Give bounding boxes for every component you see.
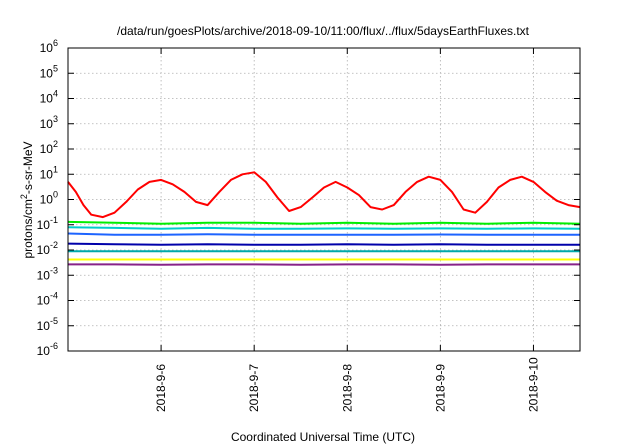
chart-title: /data/run/goesPlots/archive/2018-09-10/1… (117, 24, 530, 38)
y-tick-label-base: 10 (37, 344, 51, 358)
y-axis-title: protons/cm2-s-sr-MeV (19, 141, 35, 258)
y-tick-label-exp: 3 (53, 114, 58, 124)
y-tick-label: 105 (40, 63, 58, 80)
y-tick-label: 106 (40, 38, 58, 55)
y-tick-label: 10-1 (37, 215, 58, 232)
y-tick-label-base: 10 (40, 167, 54, 181)
y-tick-label-base: 10 (40, 92, 54, 106)
x-tick-label: 2018-9-10 (526, 357, 540, 412)
y-tick-label-exp: -2 (50, 240, 58, 250)
x-tick-labels: 2018-9-6 2018-9-7 2018-9-8 2018-9-9 2018-9-1… (154, 357, 540, 412)
y-tick-label-exp: 6 (53, 38, 58, 48)
y-tick-label-base: 10 (37, 243, 51, 257)
y-tick-label-exp: 4 (53, 89, 58, 99)
y-tick-label: 100 (40, 190, 58, 207)
y-tick-label: 102 (40, 139, 58, 156)
plot-frame (67, 47, 581, 352)
y-tick-labels: 10-610-510-410-310-210-11001011021031041… (37, 38, 58, 358)
y-tick-label: 101 (40, 164, 58, 181)
y-tick-label-base: 10 (40, 142, 54, 156)
y-tick-label: 10-2 (37, 240, 58, 257)
y-tick-label: 10-5 (37, 316, 58, 333)
y-tick-label-base: 10 (40, 193, 54, 207)
x-tick-label: 2018-9-7 (247, 364, 261, 412)
series-line-5 (67, 242, 580, 246)
y-tick-label-base: 10 (37, 294, 51, 308)
y-tick-label: 10-6 (37, 341, 58, 358)
x-tick-label: 2018-9-8 (340, 364, 354, 412)
y-tick-label-exp: -1 (50, 215, 58, 225)
y-tick-label-base: 10 (40, 41, 54, 55)
y-tick-label-base: 10 (37, 218, 51, 232)
x-axis-title: Coordinated Universal Time (UTC) (231, 430, 415, 444)
x-tick-label: 2018-9-6 (154, 364, 168, 412)
y-tick-label-exp: 0 (53, 190, 58, 200)
y-tick-label-exp: 5 (53, 63, 58, 73)
x-tick-label: 2018-9-9 (433, 364, 447, 412)
y-tick-label-exp: 2 (53, 139, 58, 149)
y-tick-label: 10-3 (37, 265, 58, 282)
y-tick-label-base: 10 (37, 268, 51, 282)
y-tick-label: 10-4 (37, 291, 58, 308)
y-tick-label-base: 10 (40, 117, 54, 131)
series-line-4 (67, 232, 580, 236)
y-tick-label-base: 10 (37, 319, 51, 333)
y-axis-title-suffix: -s-sr-MeV (21, 141, 35, 194)
series-line-3 (67, 226, 581, 230)
series-line-2 (67, 220, 581, 225)
y-tick-label-exp: -5 (50, 316, 58, 326)
y-axis-title-sup: 2 (19, 194, 29, 199)
grid-lines (68, 48, 580, 351)
y-tick-label-exp: -6 (50, 341, 58, 351)
y-axis-title-prefix: protons/cm (21, 199, 35, 258)
series-layer (67, 171, 581, 266)
y-tick-label-exp: 1 (53, 164, 58, 174)
y-tick-label: 104 (40, 89, 58, 106)
y-tick-label: 103 (40, 114, 58, 131)
y-tick-label-exp: -4 (50, 291, 58, 301)
series-line-1 (67, 171, 581, 219)
y-tick-label-base: 10 (40, 66, 54, 80)
y-tick-label-exp: -3 (50, 265, 58, 275)
